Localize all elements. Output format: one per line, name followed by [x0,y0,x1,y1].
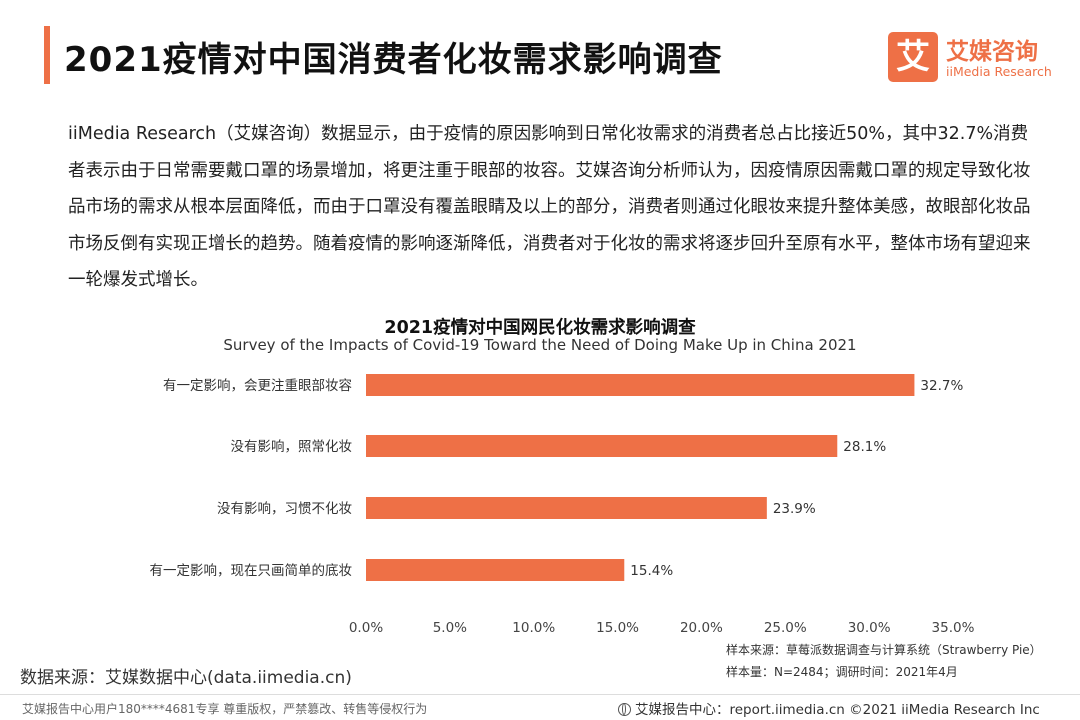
sample-source-note: 样本来源：草莓派数据调查与计算系统（Strawberry Pie） [726,643,1042,657]
footer-copyright-notice: 艾媒报告中心用户180****4681专享 尊重版权，严禁篡改、转售等侵权行为 [22,702,428,716]
footer-site-info: 艾媒报告中心：report.iimedia.cn ©2021 iiMedia R… [618,698,1040,718]
x-tick-label: 20.0% [680,620,723,636]
x-tick-label: 30.0% [848,620,891,636]
category-label: 没有影响，习惯不化妆 [217,500,352,517]
data-label: 32.7% [920,378,963,394]
page-title: 2021疫情对中国消费者化妆需求影响调查 [64,40,723,80]
category-label: 有一定影响，会更注重眼部妆容 [163,377,352,394]
title-accent-bar [44,26,50,84]
bar [366,497,767,519]
category-label: 没有影响，照常化妆 [231,439,353,455]
logo-mark-icon: 艾 [888,32,938,82]
data-label: 28.1% [843,439,886,455]
footer-site-text: 艾媒报告中心：report.iimedia.cn ©2021 iiMedia R… [635,702,1040,718]
logo-subtitle: iiMedia Research [946,64,1052,79]
globe-icon [618,703,631,716]
category-label: 有一定影响，现在只画简单的底妆 [150,562,353,579]
chart-title: 2021疫情对中国网民化妆需求影响调查 [384,318,696,338]
bar [366,374,915,396]
footer-divider [0,694,1080,695]
bar-chart: 有一定影响，会更注重眼部妆容 32.7% 没有影响，照常化妆 28.1% 没有影响，习惯… [150,374,975,636]
sample-size-note: 样本量：N=2484；调研时间：2021年4月 [726,665,958,679]
bar [366,435,838,457]
x-tick-label: 0.0% [349,620,383,636]
intro-paragraph: iiMedia Research（艾媒咨询）数据显示，由于疫情的原因影响到日常化… [68,124,1031,290]
bar [366,559,625,581]
data-source: 数据来源：艾媒数据中心(data.iimedia.cn) [20,668,352,688]
data-label: 15.4% [630,563,673,579]
x-tick-label: 15.0% [596,620,639,636]
brand-logo: 艾 艾媒咨询 iiMedia Research [888,32,1052,84]
chart-subtitle: Survey of the Impacts of Covid-19 Toward… [223,336,857,354]
x-tick-label: 10.0% [512,620,555,636]
data-label: 23.9% [773,501,816,517]
x-tick-label: 5.0% [433,620,467,636]
x-tick-label: 25.0% [764,620,807,636]
x-tick-label: 35.0% [932,620,975,636]
logo-name: 艾媒咨询 [946,39,1038,65]
